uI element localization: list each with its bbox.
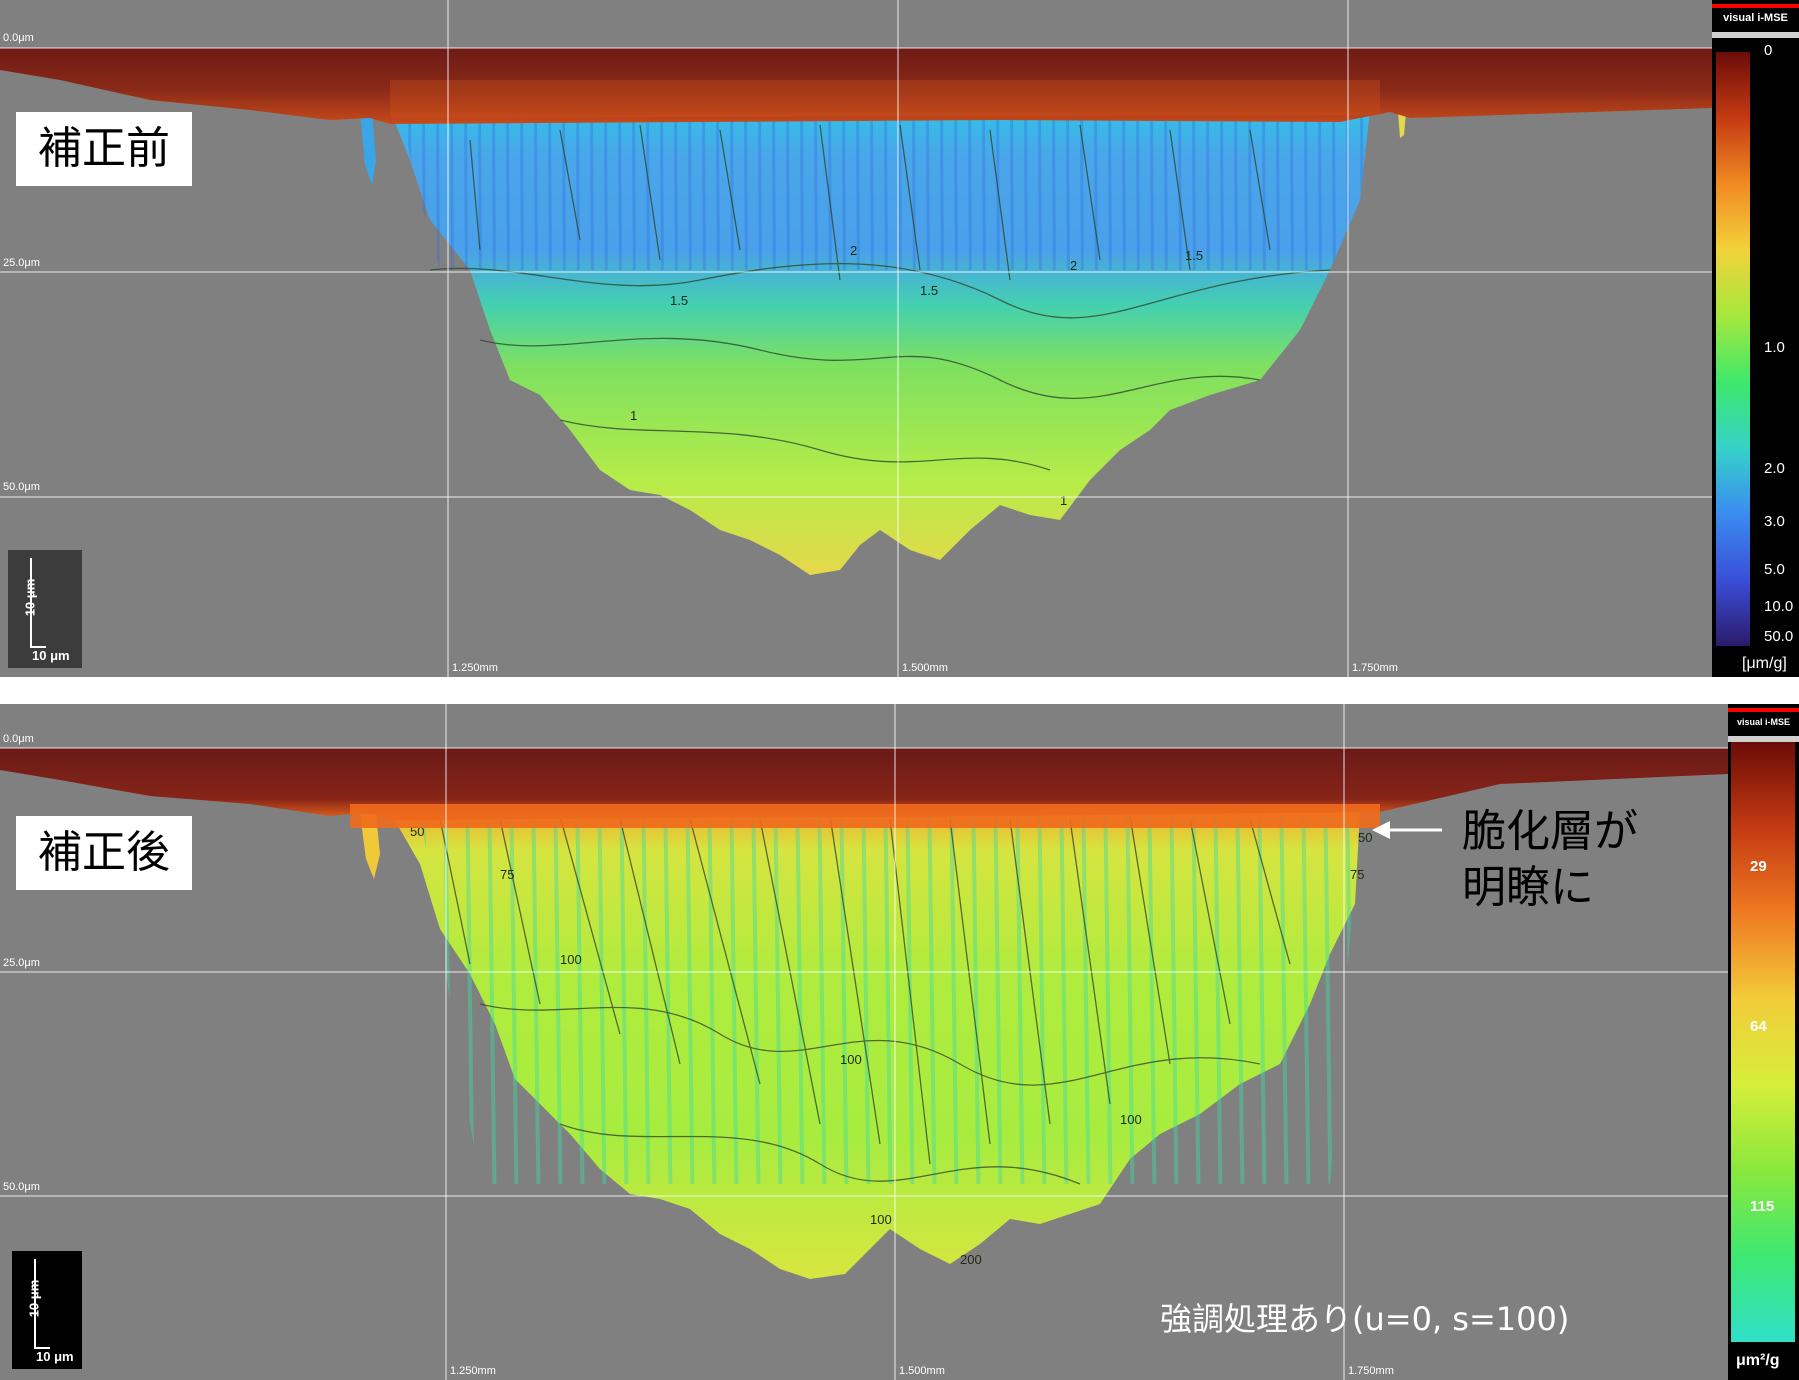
brand-logo: visual i-MSE xyxy=(1712,4,1799,28)
x-tick-1250: 1.250mm xyxy=(450,1365,496,1377)
contour-label: 2 xyxy=(1070,258,1077,273)
enhancement-footnote: 強調処理あり(u=0, s=100) xyxy=(1160,1300,1570,1338)
contour-label: 100 xyxy=(870,1212,892,1227)
contour-label: 1.5 xyxy=(670,293,688,308)
contour-label: 50 xyxy=(1358,830,1372,845)
colorbar-tick-label: 50.0 xyxy=(1764,628,1794,645)
colorbar-gradient xyxy=(1731,742,1795,1342)
colorbar-tick-label: 115 xyxy=(1750,1198,1775,1215)
scale-bar-vertical-label: 10 μm xyxy=(22,578,38,617)
colorbar-tick-label: 1.0 xyxy=(1764,339,1785,356)
x-tick-1750: 1.750mm xyxy=(1348,1365,1394,1377)
surface-crust-after xyxy=(0,748,1728,820)
contour-label: 1 xyxy=(630,408,637,423)
x-tick-1500: 1.500mm xyxy=(902,662,948,674)
contour-label: 1 xyxy=(1060,493,1067,508)
colorbar-unit: [μm/g] xyxy=(1742,655,1787,672)
panel-after-correction: 50 50 75 75 100 100 100 100 200 0.0μm 25… xyxy=(0,704,1799,1380)
scale-bar-vertical xyxy=(30,558,32,648)
contour-label: 1.5 xyxy=(1185,248,1203,263)
scale-bar-horizontal-label: 10 μm xyxy=(32,648,70,663)
logo-divider xyxy=(1728,736,1799,742)
scale-bar-horizontal xyxy=(30,646,46,648)
x-tick-1250: 1.250mm xyxy=(452,662,498,674)
surface-crust-before xyxy=(0,48,1712,124)
contour-label: 100 xyxy=(840,1052,862,1067)
streak-texture xyxy=(400,110,1370,270)
contour-label: 2 xyxy=(850,243,857,258)
depth-label-50: 50.0μm xyxy=(3,481,40,493)
embrittled-layer-annotation: 脆化層が 明瞭に xyxy=(1462,806,1638,913)
scale-bar-horizontal-label: 10 μm xyxy=(36,1349,74,1364)
depth-label-25: 25.0μm xyxy=(3,257,40,269)
colorbar-before: visual i-MSE 0 1.0 2.0 3.0 5.0 10.0 50.0 [μm/g… xyxy=(1712,0,1799,677)
contour-label: 100 xyxy=(1120,1112,1142,1127)
contour-lines xyxy=(429,124,1331,471)
scale-bar: 10 μm 10 μm xyxy=(8,550,82,668)
side-drip xyxy=(1398,112,1406,138)
plot-before: 1.5 1.5 1.5 1 1 2 2 0.0μm 25.0μm 50.0μm … xyxy=(0,0,1712,677)
contour-value-labels: 50 50 75 75 100 100 100 100 200 xyxy=(410,824,1372,1267)
scale-bar-vertical xyxy=(34,1259,36,1349)
logo-divider xyxy=(1712,32,1799,38)
colorbar-after: visual i-MSE 29 64 115 μm²/g xyxy=(1728,704,1799,1380)
brand-logo: visual i-MSE xyxy=(1728,708,1799,732)
contour-value-labels: 1.5 1.5 1.5 1 1 2 2 xyxy=(630,243,1203,508)
scale-bar: 10 μm 10 μm xyxy=(12,1251,82,1369)
panel-before-correction: 1.5 1.5 1.5 1 1 2 2 0.0μm 25.0μm 50.0μm … xyxy=(0,0,1799,677)
streak-texture xyxy=(420,814,1360,1184)
colorbar-tick-label: 10.0 xyxy=(1764,598,1794,615)
colorbar-gradient xyxy=(1716,52,1750,646)
side-drip xyxy=(360,112,376,185)
x-tick-1500: 1.500mm xyxy=(899,1365,945,1377)
depth-label-0: 0.0μm xyxy=(3,32,34,44)
colorbar-tick-label: 2.0 xyxy=(1764,460,1785,477)
embrittled-layer xyxy=(350,804,1380,828)
colorbar-tick-label: 64 xyxy=(1750,1018,1767,1035)
crust-highlight xyxy=(390,80,1380,118)
depth-label-50: 50.0μm xyxy=(3,1181,40,1193)
depth-label-25: 25.0μm xyxy=(3,957,40,969)
contour-label: 1.5 xyxy=(920,283,938,298)
depth-label-0: 0.0μm xyxy=(3,733,34,745)
colorbar-tick-label: 29 xyxy=(1750,858,1767,875)
contour-label: 200 xyxy=(960,1252,982,1267)
contour-label: 75 xyxy=(500,867,514,882)
x-tick-1750: 1.750mm xyxy=(1352,662,1398,674)
panel-title-before: 補正前 xyxy=(16,112,192,186)
colorbar-tick-label: 0 xyxy=(1764,42,1773,59)
contour-label: 75 xyxy=(1350,867,1364,882)
side-drip xyxy=(360,814,380,879)
arrow-head-icon xyxy=(1372,821,1390,839)
plot-after: 50 50 75 75 100 100 100 100 200 0.0μm 25… xyxy=(0,704,1728,1380)
scale-bar-horizontal xyxy=(34,1347,50,1349)
colorbar-tick-label: 3.0 xyxy=(1764,513,1785,530)
colorbar-tick-label: 5.0 xyxy=(1764,561,1785,578)
panel-title-after: 補正後 xyxy=(16,816,192,890)
colorbar-unit: μm²/g xyxy=(1736,1352,1780,1369)
contour-label: 100 xyxy=(560,952,582,967)
scale-bar-vertical-label: 10 μm xyxy=(26,1279,42,1318)
